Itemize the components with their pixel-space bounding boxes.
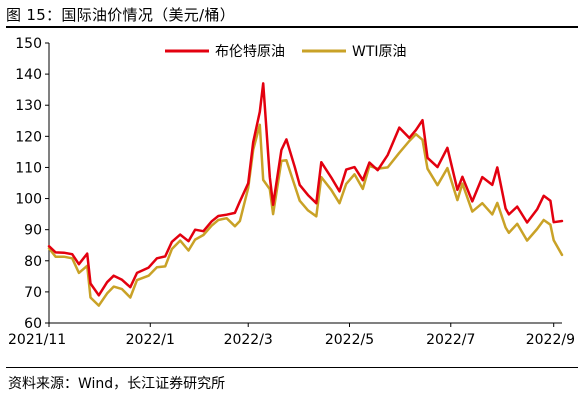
legend: 布伦特原油 WTI原油 — [165, 44, 407, 60]
figure-source: 资料来源：Wind，长江证券研究所 — [8, 376, 226, 392]
y-tick-label: 110 — [15, 160, 42, 176]
y-tick-label: 140 — [15, 67, 42, 83]
x-tick-label: 2022/7 — [426, 332, 475, 348]
y-tick-label: 90 — [24, 223, 42, 239]
title-rule — [6, 26, 578, 28]
axes: 60 70 80 90 100 110 120 130 140 150 2021/11 2022/1 2… — [8, 36, 575, 348]
y-tick-label: 150 — [15, 36, 42, 52]
legend-label-0: 布伦特原油 — [215, 44, 285, 60]
y-tick-label: 80 — [24, 254, 42, 270]
x-tick-label: 2022/9 — [526, 332, 575, 348]
x-tick-label: 2022/5 — [325, 332, 374, 348]
y-tick-label: 100 — [15, 192, 42, 208]
x-tick-label: 2022/1 — [126, 332, 175, 348]
series-line-1 — [47, 123, 564, 307]
x-tick-label: 2021/11 — [8, 332, 66, 348]
y-tick-label: 60 — [24, 316, 42, 332]
figure-title: 图 15：国际油价情况（美元/桶） — [6, 6, 236, 24]
series-line-0 — [47, 82, 564, 297]
y-tick-label: 130 — [15, 98, 42, 114]
source-rule — [6, 367, 578, 368]
series-layer — [47, 82, 564, 307]
x-tick-label: 2022/3 — [224, 332, 273, 348]
y-tick-label: 120 — [15, 129, 42, 145]
y-tick-label: 70 — [24, 285, 42, 301]
legend-label-1: WTI原油 — [352, 44, 407, 60]
